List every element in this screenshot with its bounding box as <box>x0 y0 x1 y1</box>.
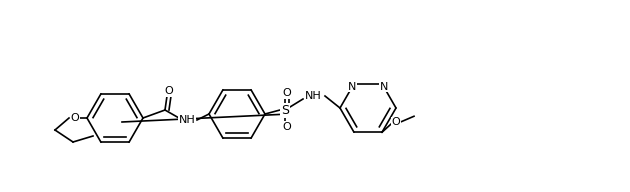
Text: NH: NH <box>179 115 195 125</box>
Text: NH: NH <box>305 91 321 101</box>
Text: O: O <box>283 88 291 98</box>
Text: O: O <box>164 86 173 96</box>
Text: N: N <box>348 82 356 92</box>
Text: O: O <box>283 122 291 132</box>
Text: O: O <box>71 113 79 123</box>
Text: S: S <box>281 103 289 117</box>
Text: N: N <box>380 82 388 92</box>
Text: O: O <box>392 117 401 127</box>
